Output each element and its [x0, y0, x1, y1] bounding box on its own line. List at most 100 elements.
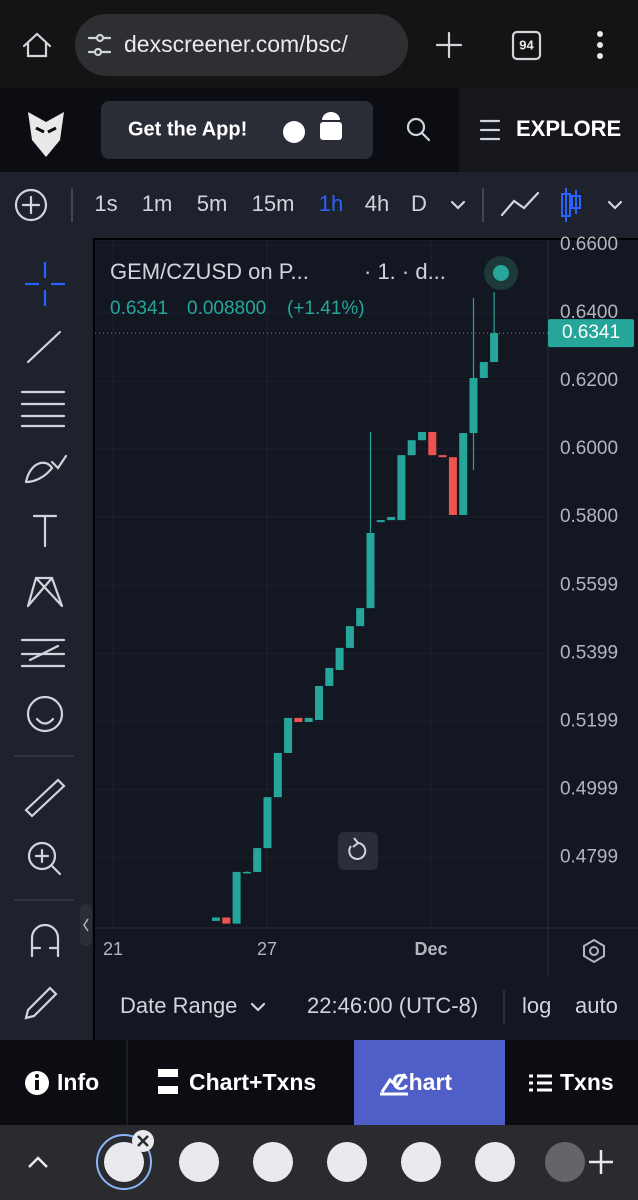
y-tick-label: 0.5199	[560, 710, 618, 731]
y-tick-label: 0.4799	[560, 846, 618, 867]
pair-meta: · 1. · d...	[364, 259, 446, 284]
y-tick-label: 0.5399	[560, 642, 618, 663]
chart-type-dropdown[interactable]	[607, 200, 623, 210]
candle-body	[376, 520, 385, 523]
android-icon	[320, 122, 342, 140]
timeframe-dropdown[interactable]	[450, 200, 466, 210]
new-tab-button[interactable]	[435, 31, 463, 59]
add-indicator-button	[21, 195, 41, 215]
site-settings-icon[interactable]	[87, 36, 112, 54]
y-tick-label: 0.6400	[560, 302, 618, 323]
new-tab-button[interactable]	[589, 1150, 613, 1174]
candle-body	[407, 440, 416, 456]
candle-body	[366, 533, 375, 609]
tab-favicon	[104, 1142, 144, 1182]
x-tick-label: Dec	[414, 939, 447, 959]
timeframe-button[interactable]: 1m	[142, 191, 173, 216]
explore-text: EXPLORE	[516, 116, 621, 141]
measure-tool[interactable]	[24, 778, 66, 818]
pair-title: GEM/CZUSD on P...	[110, 259, 309, 284]
get-app-button[interactable]	[101, 101, 373, 159]
candle-body	[304, 717, 313, 723]
auto-scale-button[interactable]: auto	[575, 993, 618, 1018]
magnet-tool[interactable]	[30, 923, 60, 958]
pattern-tool[interactable]	[26, 576, 64, 608]
search-button[interactable]	[406, 117, 426, 137]
menu-button[interactable]	[597, 31, 603, 59]
date-range-button[interactable]: Date Range	[120, 993, 237, 1018]
add-indicator-button[interactable]	[14, 188, 48, 222]
tab-count: 94	[519, 37, 534, 52]
view-tab[interactable]: Txns	[560, 1069, 614, 1095]
chart-settings-button	[589, 946, 599, 956]
tab-switcher[interactable]	[511, 30, 542, 61]
candle-body	[418, 432, 426, 441]
active-tab-bg	[354, 1040, 505, 1125]
collapse-toolbar-button[interactable]	[80, 904, 92, 946]
timeframe-button[interactable]: 15m	[252, 191, 295, 216]
prediction-tool[interactable]	[20, 638, 66, 668]
view-tab[interactable]: Chart	[392, 1069, 452, 1095]
txns-icon	[529, 1074, 552, 1092]
apple-icon	[283, 121, 305, 143]
chart-txns-icon	[158, 1069, 178, 1094]
info-icon	[35, 1074, 39, 1078]
candle-body	[387, 517, 396, 521]
candle-body	[459, 433, 468, 515]
candle-body	[490, 333, 499, 363]
candle-body	[356, 608, 365, 627]
reset-chart-button[interactable]	[338, 832, 378, 870]
home-button[interactable]	[22, 32, 52, 58]
candle-body	[222, 917, 231, 924]
y-tick-label: 0.6000	[560, 438, 618, 459]
candle-body	[212, 917, 220, 921]
candle-body	[253, 848, 262, 872]
date-range-dropdown[interactable]	[250, 1002, 266, 1012]
crosshair-tool[interactable]	[25, 262, 65, 306]
timeframe-button[interactable]: 4h	[365, 191, 389, 216]
trend-line-tool[interactable]	[26, 330, 62, 364]
zoom-tool[interactable]	[27, 841, 57, 871]
candle-body	[273, 752, 282, 798]
url-bar[interactable]	[75, 14, 408, 76]
timezone-button[interactable]: 22:46:00 (UTC-8)	[307, 993, 478, 1018]
close-tab-button	[137, 1135, 149, 1147]
candle-chart-button[interactable]	[561, 188, 581, 222]
fib-tool[interactable]	[20, 390, 66, 428]
brush-tool[interactable]	[24, 454, 68, 484]
emoji-tool[interactable]	[26, 695, 64, 733]
candle-body	[428, 432, 437, 456]
candle-body	[345, 626, 354, 648]
timeframe-button[interactable]: 5m	[197, 191, 228, 216]
info-icon	[35, 1080, 39, 1090]
line-chart-button[interactable]	[500, 191, 540, 217]
logo	[35, 126, 57, 134]
timeframe-button[interactable]: 1h	[319, 191, 343, 216]
chart-icon	[380, 1073, 408, 1096]
candle-body	[325, 667, 334, 686]
timeframe-toolbar	[0, 172, 638, 238]
tab-strip	[0, 1125, 638, 1200]
view-tab[interactable]: Chart+Txns	[189, 1069, 316, 1095]
text-tool[interactable]	[32, 514, 58, 548]
chart-settings-button[interactable]	[583, 938, 605, 964]
collapse-toolbar-button	[83, 918, 89, 932]
logo[interactable]	[28, 112, 64, 157]
x-tick-label: 27	[257, 939, 277, 959]
url-text[interactable]: dexscreener.com/bsc/	[124, 31, 348, 57]
candle-body	[232, 871, 241, 924]
timeframe-button[interactable]: D	[411, 191, 427, 216]
log-scale-button[interactable]: log	[522, 993, 551, 1018]
active-tab[interactable]	[96, 1134, 152, 1190]
view-tab[interactable]: Info	[57, 1069, 99, 1095]
lock-drawings-tool[interactable]	[24, 986, 58, 1020]
expand-tabs-button[interactable]	[28, 1156, 48, 1168]
candle-body	[242, 871, 251, 874]
y-tick-label: 0.6600	[560, 234, 618, 255]
y-tick-label: 0.5599	[560, 574, 618, 595]
tab-thumbnails[interactable]	[179, 1142, 585, 1182]
timeframe-button[interactable]: 1s	[94, 191, 117, 216]
candle-body	[397, 455, 406, 521]
